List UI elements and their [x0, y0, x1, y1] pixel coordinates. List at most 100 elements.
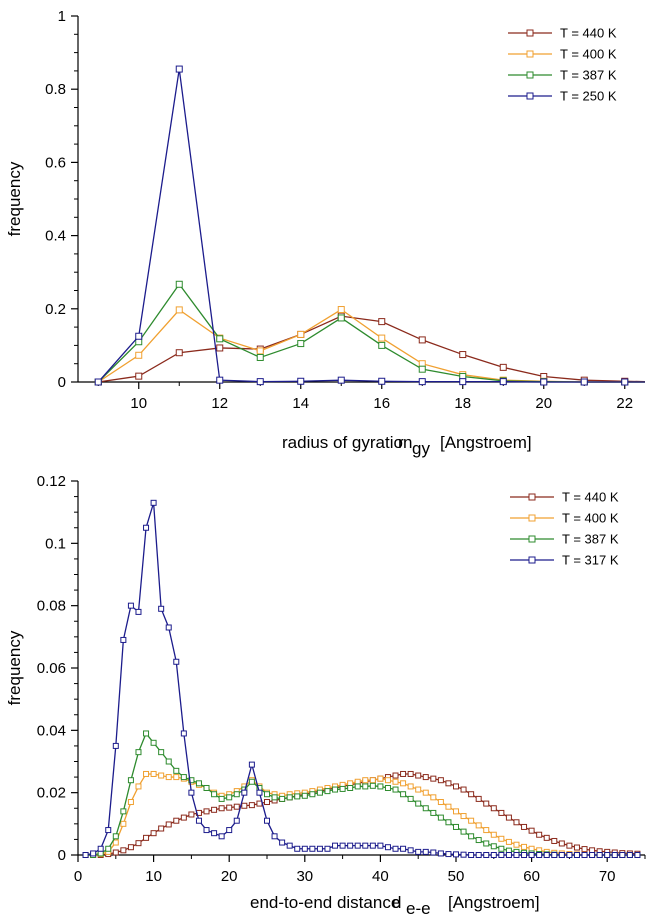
y-tick-label: 0.08	[37, 598, 66, 615]
data-point	[279, 795, 286, 802]
legend-swatch-marker	[528, 514, 536, 522]
legend-label: T = 250 K	[560, 89, 617, 104]
data-point	[540, 378, 548, 386]
data-point	[362, 842, 369, 849]
data-point	[378, 377, 386, 385]
y-axis-label: frequency	[5, 161, 24, 236]
data-point	[105, 845, 112, 852]
data-point	[180, 814, 187, 821]
data-point	[490, 843, 497, 850]
data-point	[135, 372, 143, 380]
data-point	[105, 827, 112, 834]
data-point	[339, 785, 346, 792]
data-point	[188, 777, 195, 784]
data-point	[233, 817, 240, 824]
data-point	[596, 852, 603, 858]
data-point	[437, 799, 444, 806]
data-point	[384, 777, 391, 784]
data-point	[521, 852, 528, 858]
data-point	[297, 377, 305, 385]
data-point	[422, 774, 429, 781]
data-point	[135, 608, 142, 615]
data-point	[175, 65, 183, 73]
data-point	[309, 845, 316, 852]
data-point	[316, 845, 323, 852]
y-tick-label: 0	[58, 374, 66, 391]
data-point	[158, 749, 165, 756]
data-point	[175, 280, 183, 288]
data-point	[112, 839, 119, 846]
data-point	[604, 852, 611, 858]
data-point	[173, 774, 180, 781]
y-tick-label: 0.4	[45, 228, 66, 245]
data-point	[256, 347, 264, 355]
data-point	[120, 820, 127, 827]
data-point	[459, 351, 467, 359]
data-point	[175, 306, 183, 314]
x-tick-label: 22	[616, 395, 633, 412]
data-point	[226, 794, 233, 801]
data-point	[621, 378, 629, 386]
data-point	[453, 783, 459, 790]
data-point	[165, 774, 172, 781]
data-point	[175, 349, 183, 357]
data-point	[294, 845, 301, 852]
data-point	[498, 852, 505, 858]
x-tick-label: 60	[523, 868, 540, 885]
data-point	[483, 840, 490, 847]
legend-swatch-marker	[528, 493, 536, 501]
data-point	[407, 795, 414, 802]
data-point	[94, 378, 102, 386]
x-tick-label: 40	[372, 868, 389, 885]
data-point	[82, 852, 89, 858]
data-point	[384, 844, 391, 851]
data-point	[475, 795, 482, 802]
data-point	[264, 791, 270, 798]
data-point	[195, 780, 202, 787]
data-point	[505, 814, 512, 821]
data-point	[499, 378, 507, 386]
data-point	[483, 827, 490, 834]
data-point	[543, 834, 550, 841]
y-tick-label: 0.02	[37, 785, 66, 802]
data-point	[256, 353, 264, 361]
data-point	[437, 777, 444, 784]
data-point	[135, 840, 142, 847]
x-tick-label: 20	[535, 395, 552, 412]
data-point	[337, 306, 345, 314]
data-point	[362, 777, 369, 784]
data-point	[490, 805, 497, 812]
data-point	[248, 778, 255, 785]
data-point	[279, 839, 286, 846]
data-point	[513, 841, 520, 848]
data-point	[248, 802, 255, 809]
data-point	[626, 852, 633, 858]
data-point	[468, 852, 475, 858]
data-point	[445, 851, 452, 858]
y-tick-label: 0.1	[45, 535, 66, 552]
data-point	[505, 838, 512, 845]
data-point	[513, 852, 520, 858]
data-point	[581, 852, 588, 858]
data-point	[475, 852, 482, 858]
data-point	[226, 827, 233, 834]
data-point	[634, 852, 641, 858]
data-point	[216, 344, 224, 352]
data-point	[127, 844, 134, 851]
data-point	[460, 851, 467, 858]
data-point	[378, 318, 386, 326]
data-point	[418, 378, 426, 386]
x-axis-subscript: gy	[412, 439, 430, 458]
data-point	[415, 772, 422, 779]
data-point	[218, 795, 225, 802]
data-point	[460, 828, 467, 835]
data-point	[203, 808, 210, 815]
data-point	[127, 777, 134, 784]
legend: T = 440 K T = 400 K T = 387 K T = 317 K	[510, 490, 619, 568]
data-point	[422, 805, 429, 812]
x-axis-subscript: e-e	[406, 899, 431, 915]
data-point	[468, 833, 475, 840]
data-point	[437, 850, 444, 857]
data-point	[112, 833, 119, 840]
